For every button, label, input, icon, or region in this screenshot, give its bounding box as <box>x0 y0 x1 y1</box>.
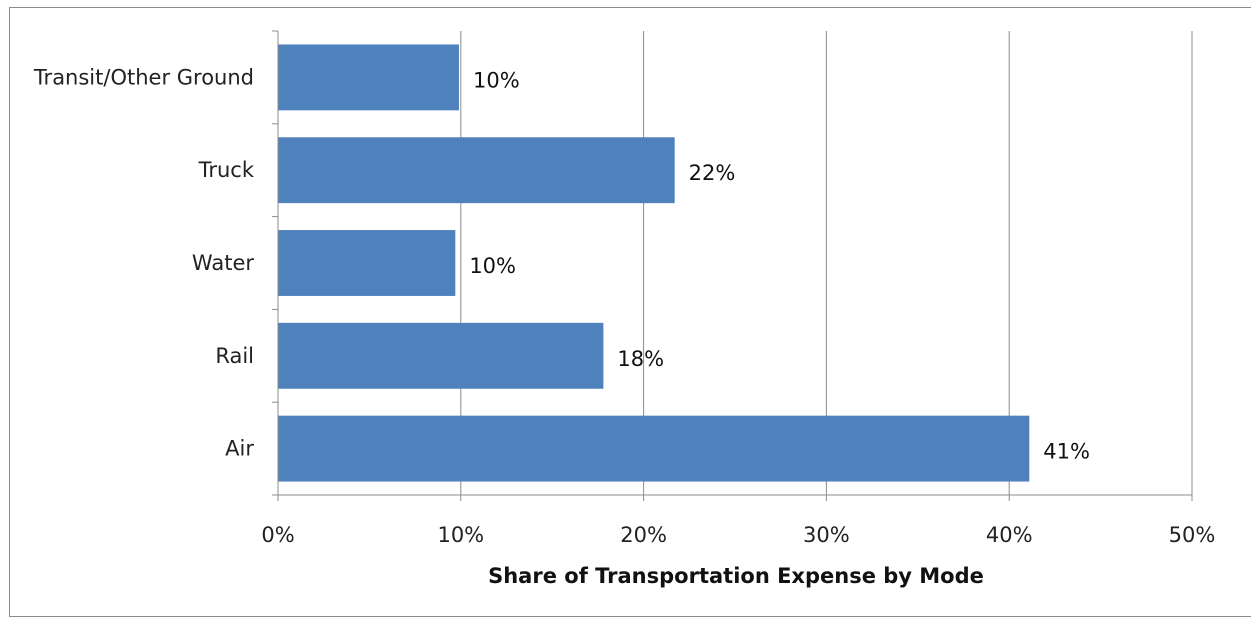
x-tick-label: 50% <box>1169 523 1216 547</box>
bar-rail <box>278 322 604 389</box>
x-tick-label: 20% <box>620 523 667 547</box>
data-label: 22% <box>689 161 736 185</box>
bar-chart: 0% 10% 20% 30% 40% 50% Transit/Other Ground 10%… <box>33 30 1216 588</box>
category-label: Water <box>192 251 254 275</box>
data-label: 41% <box>1043 440 1090 464</box>
bar-air <box>278 415 1030 482</box>
bar-water <box>278 230 456 296</box>
category-label: Truck <box>198 158 255 182</box>
bar-transit-other-ground <box>278 44 459 111</box>
category-label: Rail <box>215 344 254 368</box>
data-label: 18% <box>617 347 664 371</box>
bar-truck <box>278 137 675 204</box>
bars <box>278 44 1030 482</box>
data-label: 10% <box>473 68 520 92</box>
category-label: Air <box>225 437 254 461</box>
x-tick-label: 0% <box>261 523 294 547</box>
labels: 0% 10% 20% 30% 40% 50% Transit/Other Ground 10%… <box>33 65 1216 547</box>
x-tick-label: 40% <box>986 523 1033 547</box>
axes <box>272 30 1193 501</box>
x-tick-label: 10% <box>437 523 484 547</box>
category-label: Transit/Other Ground <box>33 65 254 89</box>
data-label: 10% <box>469 254 516 278</box>
x-axis-title: Share of Transportation Expense by Mode <box>488 564 984 588</box>
x-tick-label: 30% <box>803 523 850 547</box>
